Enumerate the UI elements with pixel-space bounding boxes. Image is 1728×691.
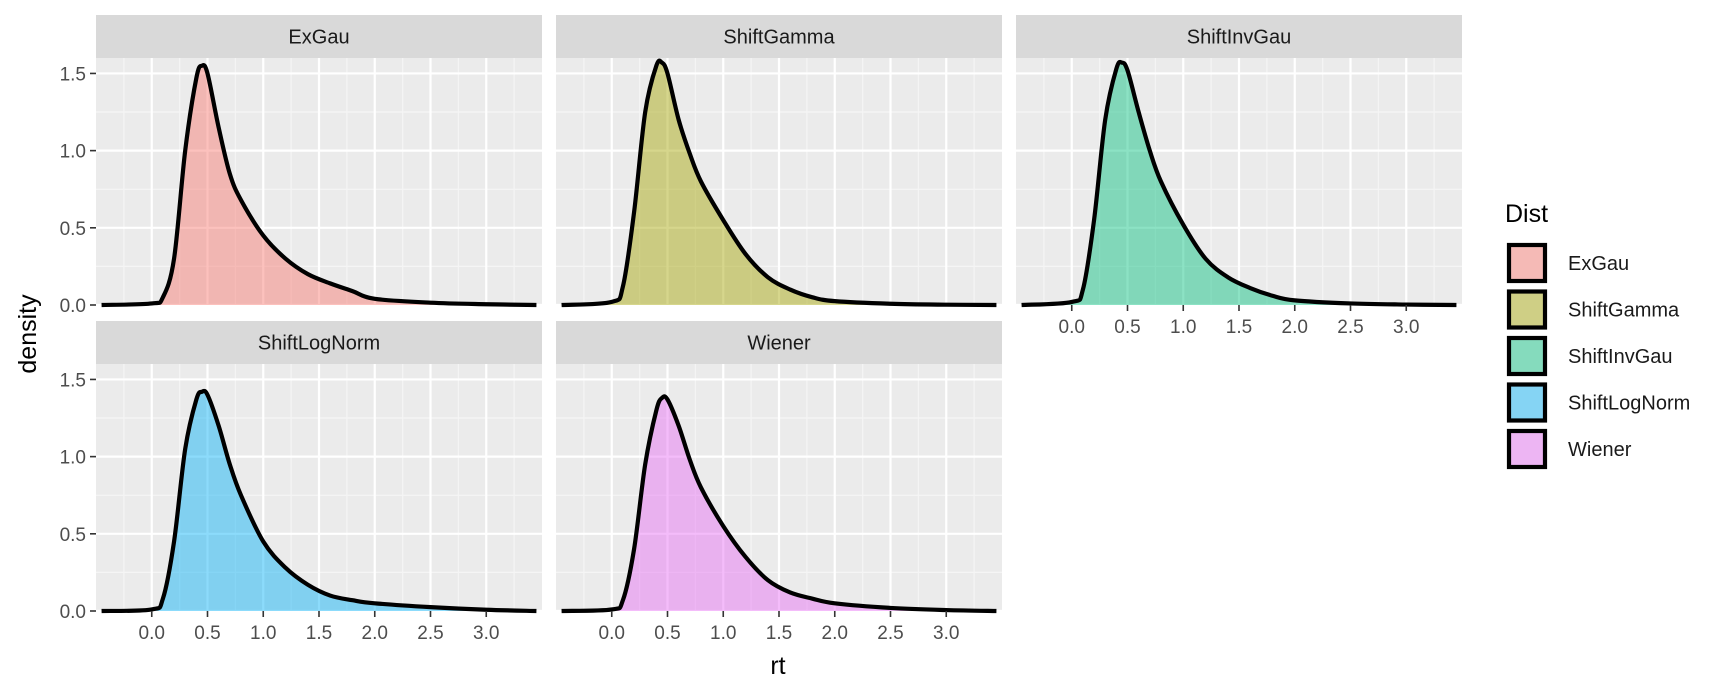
x-tick-label: 1.0 — [1170, 317, 1196, 338]
x-tick-label: 2.0 — [362, 623, 388, 644]
density-area-exgau — [101, 65, 537, 305]
x-tick-label: 2.5 — [877, 623, 903, 644]
facet-strip — [556, 321, 1002, 364]
facet-strip-label: ShiftInvGau — [1187, 27, 1292, 49]
legend-key-shiftlognorm — [1506, 382, 1548, 423]
x-tick-label: 2.5 — [1337, 317, 1363, 338]
density-area-wiener — [561, 396, 997, 611]
legend-label: ExGau — [1568, 253, 1629, 275]
x-tick-label: 1.5 — [1226, 317, 1252, 338]
legend-key-exgau — [1506, 242, 1548, 284]
y-tick-label: 0.0 — [60, 602, 86, 623]
x-tick-label: 1.5 — [766, 623, 792, 644]
facet-strip — [1016, 15, 1462, 58]
density-area-shiftlognorm — [101, 390, 537, 611]
y-tick-label: 0.0 — [60, 296, 86, 317]
y-tick-label: 1.5 — [60, 64, 86, 85]
legend-key-background — [1507, 382, 1547, 423]
x-tick-label: 2.0 — [1282, 317, 1308, 338]
legend-key-shiftgamma — [1506, 289, 1548, 330]
facet-strip-label: ShiftGamma — [723, 27, 835, 49]
legend-key-background — [1507, 243, 1547, 283]
density-line-shiftinvgau — [1021, 59, 1457, 308]
y-tick-label: 0.5 — [60, 219, 86, 240]
y-tick-label: 1.0 — [60, 448, 86, 469]
facet-strip — [96, 15, 542, 58]
panel-wiener: Wiener 0.0 0.5 1.0 1.5 2.0 2.5 3.0 — [556, 321, 1002, 644]
facet-strip — [96, 321, 542, 364]
legend-key-background — [1507, 336, 1547, 376]
x-tick-label: 3.0 — [473, 623, 499, 644]
legend-key-background — [1507, 289, 1547, 330]
y-axis-title: density — [14, 294, 42, 374]
facet-strip-label: ShiftLogNorm — [258, 333, 380, 355]
legend-label: ShiftGamma — [1568, 300, 1680, 322]
x-axis-title: rt — [770, 652, 785, 680]
legend: Dist ExGau ShiftGamma ShiftInvGau ShiftLogNo… — [1505, 200, 1690, 470]
x-tick-label: 3.0 — [933, 623, 959, 644]
x-tick-label: 0.5 — [1114, 317, 1140, 338]
x-tick-label: 0.0 — [1059, 317, 1085, 338]
legend-title: Dist — [1505, 200, 1548, 228]
legend-key-background — [1507, 429, 1547, 469]
legend-key-shiftinvgau — [1506, 335, 1548, 377]
legend-label: ShiftInvGau — [1568, 346, 1673, 368]
y-tick-label: 1.5 — [60, 370, 86, 391]
density-area-shiftgamma — [561, 60, 997, 305]
x-tick-label: 1.0 — [250, 623, 276, 644]
panel-exgau: ExGau 0.0 0.5 1.0 1.5 — [60, 15, 542, 317]
panel-shiftlognorm: ShiftLogNorm 0.0 0.5 1.0 1.5 0.0 0.5 1.0 1.5 2.0 2… — [60, 321, 542, 644]
density-line-exgau — [101, 63, 537, 308]
legend-label: ShiftLogNorm — [1568, 393, 1690, 415]
density-area-shiftinvgau — [1021, 61, 1457, 306]
facet-strip-label: Wiener — [747, 333, 811, 355]
x-tick-label: 3.0 — [1393, 317, 1419, 338]
x-tick-label: 0.0 — [139, 623, 165, 644]
y-tick-label: 0.5 — [60, 525, 86, 546]
legend-label: Wiener — [1568, 439, 1632, 461]
y-tick-label: 1.0 — [60, 142, 86, 163]
facet-strip — [556, 15, 1002, 58]
x-tick-label: 1.5 — [306, 623, 332, 644]
density-line-wiener — [561, 394, 997, 614]
x-tick-label: 2.5 — [417, 623, 443, 644]
legend-key-wiener — [1506, 428, 1548, 470]
panel-shiftinvgau: ShiftInvGau 0.0 0.5 1.0 1.5 2.0 2.5 3.0 — [1016, 15, 1462, 338]
density-line-shiftlognorm — [101, 388, 537, 614]
x-tick-label: 2.0 — [822, 623, 848, 644]
x-tick-label: 0.5 — [194, 623, 220, 644]
x-tick-label: 1.0 — [710, 623, 736, 644]
facet-strip-label: ExGau — [288, 27, 349, 49]
x-tick-label: 0.0 — [599, 623, 625, 644]
panel-shiftgamma: ShiftGamma — [556, 15, 1002, 308]
density-line-shiftgamma — [561, 58, 997, 308]
x-tick-label: 0.5 — [654, 623, 680, 644]
